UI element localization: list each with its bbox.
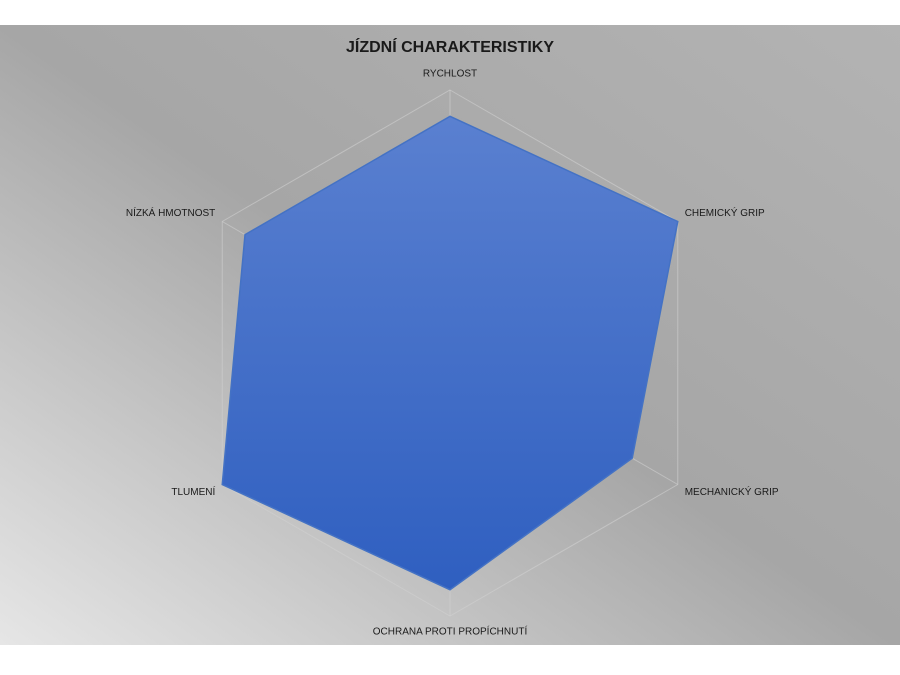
axis-label: TLUMENÍ (171, 485, 215, 498)
axis-label: MECHANICKÝ GRIP (685, 485, 779, 498)
chart-title: JÍZDNÍ CHARAKTERISTIKY (346, 37, 554, 56)
axis-label: OCHRANA PROTI PROPÍCHNUTÍ (373, 625, 528, 638)
axis-label: RYCHLOST (423, 69, 477, 80)
axis-label: NÍZKÁ HMOTNOST (126, 206, 215, 219)
radar-area (221, 115, 679, 591)
axis-label: CHEMICKÝ GRIP (685, 206, 765, 219)
